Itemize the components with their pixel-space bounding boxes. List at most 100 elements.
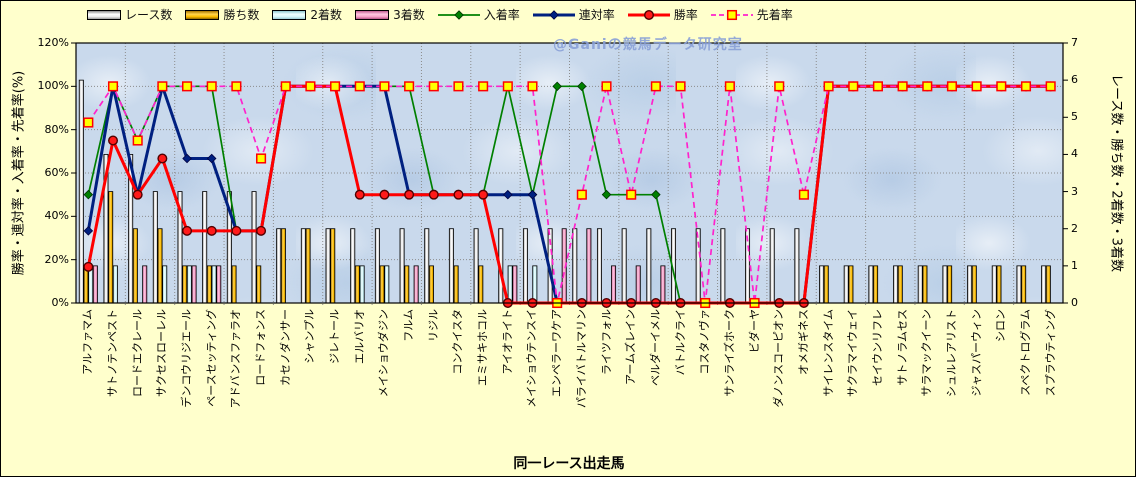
bar-seconds: [359, 265, 365, 304]
win_rate-marker-circle-icon: [231, 225, 242, 236]
bar-seconds: [532, 265, 538, 304]
ahead_rate-marker-square-icon: [897, 81, 908, 92]
category-label: ジレトール: [328, 309, 342, 364]
bar-thirds: [586, 228, 592, 304]
bar-races: [522, 228, 528, 304]
bar-wins: [453, 265, 459, 304]
bar-races: [720, 228, 726, 304]
bar-races: [1041, 265, 1047, 304]
category-label: メイショウテンスイ: [525, 309, 539, 408]
category-label: ロードエクレール: [130, 309, 144, 397]
bar-races: [646, 228, 652, 304]
ahead_rate-marker-square-icon: [823, 81, 834, 92]
ahead_rate-marker-square-icon: [650, 81, 661, 92]
place_rate-line-key-icon: [437, 9, 480, 21]
ahead_rate-marker-square-icon: [280, 81, 291, 92]
category-label: サンライズホーク: [722, 309, 736, 397]
ahead_rate-marker-square-icon: [453, 81, 464, 92]
bar-races: [78, 79, 84, 304]
bar-seconds: [186, 265, 192, 304]
bar-wins: [996, 265, 1002, 304]
ahead_rate-marker-square-icon: [527, 81, 538, 92]
line-ahead_rate: [87, 85, 1051, 304]
bar-races: [893, 265, 899, 304]
category-label: パライバトルマリン: [574, 309, 588, 409]
ahead_rate-marker-square-icon: [428, 81, 439, 92]
ahead_rate-marker-square-icon: [502, 81, 513, 92]
bar-races: [1016, 265, 1022, 304]
legend-label: 勝率: [673, 8, 698, 22]
bar-races: [276, 228, 282, 304]
right-axis-title: レース数・勝ち数・2着数・3着数: [1108, 74, 1124, 272]
left-axis-tick-label: 0%: [51, 296, 69, 309]
quinella_rate-marker-diamond-icon: [503, 189, 513, 200]
ahead_rate-marker-square-icon: [132, 135, 143, 146]
ahead_rate-marker-square-icon: [675, 81, 686, 92]
bar-thirds: [216, 265, 222, 304]
ahead_rate-marker-square-icon: [1045, 81, 1056, 92]
ahead_rate-line-key-icon: [710, 9, 753, 21]
category-label: アドバンスファラオ: [229, 309, 243, 409]
bar-wins: [182, 265, 188, 304]
bar-races: [251, 191, 257, 304]
bar-races: [448, 228, 454, 304]
place_rate-marker-diamond-icon: [552, 81, 562, 92]
legend-item-thirds: 3着数: [355, 6, 425, 23]
ahead_rate-marker-square-icon: [157, 81, 168, 92]
right-axis-tick-label: 1: [1071, 258, 1078, 272]
ahead_rate-marker-square-icon: [576, 189, 587, 200]
bar-wins: [256, 265, 262, 304]
category-label: リジル: [426, 309, 440, 342]
ahead_rate-marker-square-icon: [354, 81, 365, 92]
bar-wins: [305, 228, 311, 304]
bar-wins: [379, 265, 385, 304]
win_rate-marker-circle-icon: [643, 9, 654, 20]
quinella_rate-marker-diamond-icon: [548, 9, 559, 20]
win_rate-marker-circle-icon: [256, 225, 267, 236]
category-label: サクラマイウェイ: [846, 309, 860, 397]
category-label: ペースセッティング: [204, 309, 218, 407]
win_rate-marker-circle-icon: [83, 261, 94, 272]
bar-thirds: [660, 265, 666, 304]
bar-wins: [280, 228, 286, 304]
right-axis-tick-label: 6: [1071, 73, 1078, 87]
bar-wins: [108, 191, 114, 304]
quinella_rate-marker-diamond-icon: [527, 189, 538, 200]
ahead_rate-marker-square-icon: [330, 81, 341, 92]
bar-races: [424, 228, 430, 304]
category-label: アイオライト: [500, 309, 514, 375]
bar-wins: [1045, 265, 1051, 304]
category-label: オメガギネス: [796, 309, 810, 375]
right-axis-tick-label: 2: [1071, 221, 1078, 235]
bar-thirds: [635, 265, 641, 304]
legend-item-ahead_rate: 先着率: [710, 6, 793, 23]
category-label: ビダーヤ: [747, 309, 761, 353]
bar-thirds: [142, 265, 148, 304]
ahead_rate-marker-square-icon: [922, 81, 933, 92]
bar-wins: [428, 265, 434, 304]
place_rate-marker-diamond-icon: [651, 189, 661, 200]
watermark-text: @Ganiの競馬データ研究室: [553, 37, 743, 53]
category-label: ロードフォンス: [254, 309, 268, 386]
quinella_rate-marker-diamond-icon: [182, 153, 192, 164]
win_rate-marker-circle-icon: [206, 225, 217, 236]
left-axis-tick-label: 60%: [44, 166, 69, 179]
bar-wins: [354, 265, 360, 304]
category-label: ベルダーイメル: [648, 309, 662, 386]
bar-thirds: [413, 265, 419, 304]
bar-races: [991, 265, 997, 304]
category-label: エミサキホコル: [476, 309, 490, 386]
bar-races: [572, 228, 578, 304]
bar-races: [868, 265, 874, 304]
bar-races: [473, 228, 479, 304]
chart-legend: レース数 勝ち数 2着数 3着数 入着率 連対率 勝率 先着率: [87, 6, 793, 23]
legend-item-win_rate: 勝率: [627, 6, 698, 23]
category-label: デンコウリジエール: [180, 309, 194, 408]
bar-races: [399, 228, 405, 304]
bar-wins: [897, 265, 903, 304]
left-axis-title: 勝率・連対率・入着率・先着率(%): [11, 70, 27, 276]
category-label: シロン: [994, 309, 1008, 342]
ahead_rate-marker-square-icon: [231, 81, 242, 92]
win_rate-marker-circle-icon: [354, 189, 365, 200]
